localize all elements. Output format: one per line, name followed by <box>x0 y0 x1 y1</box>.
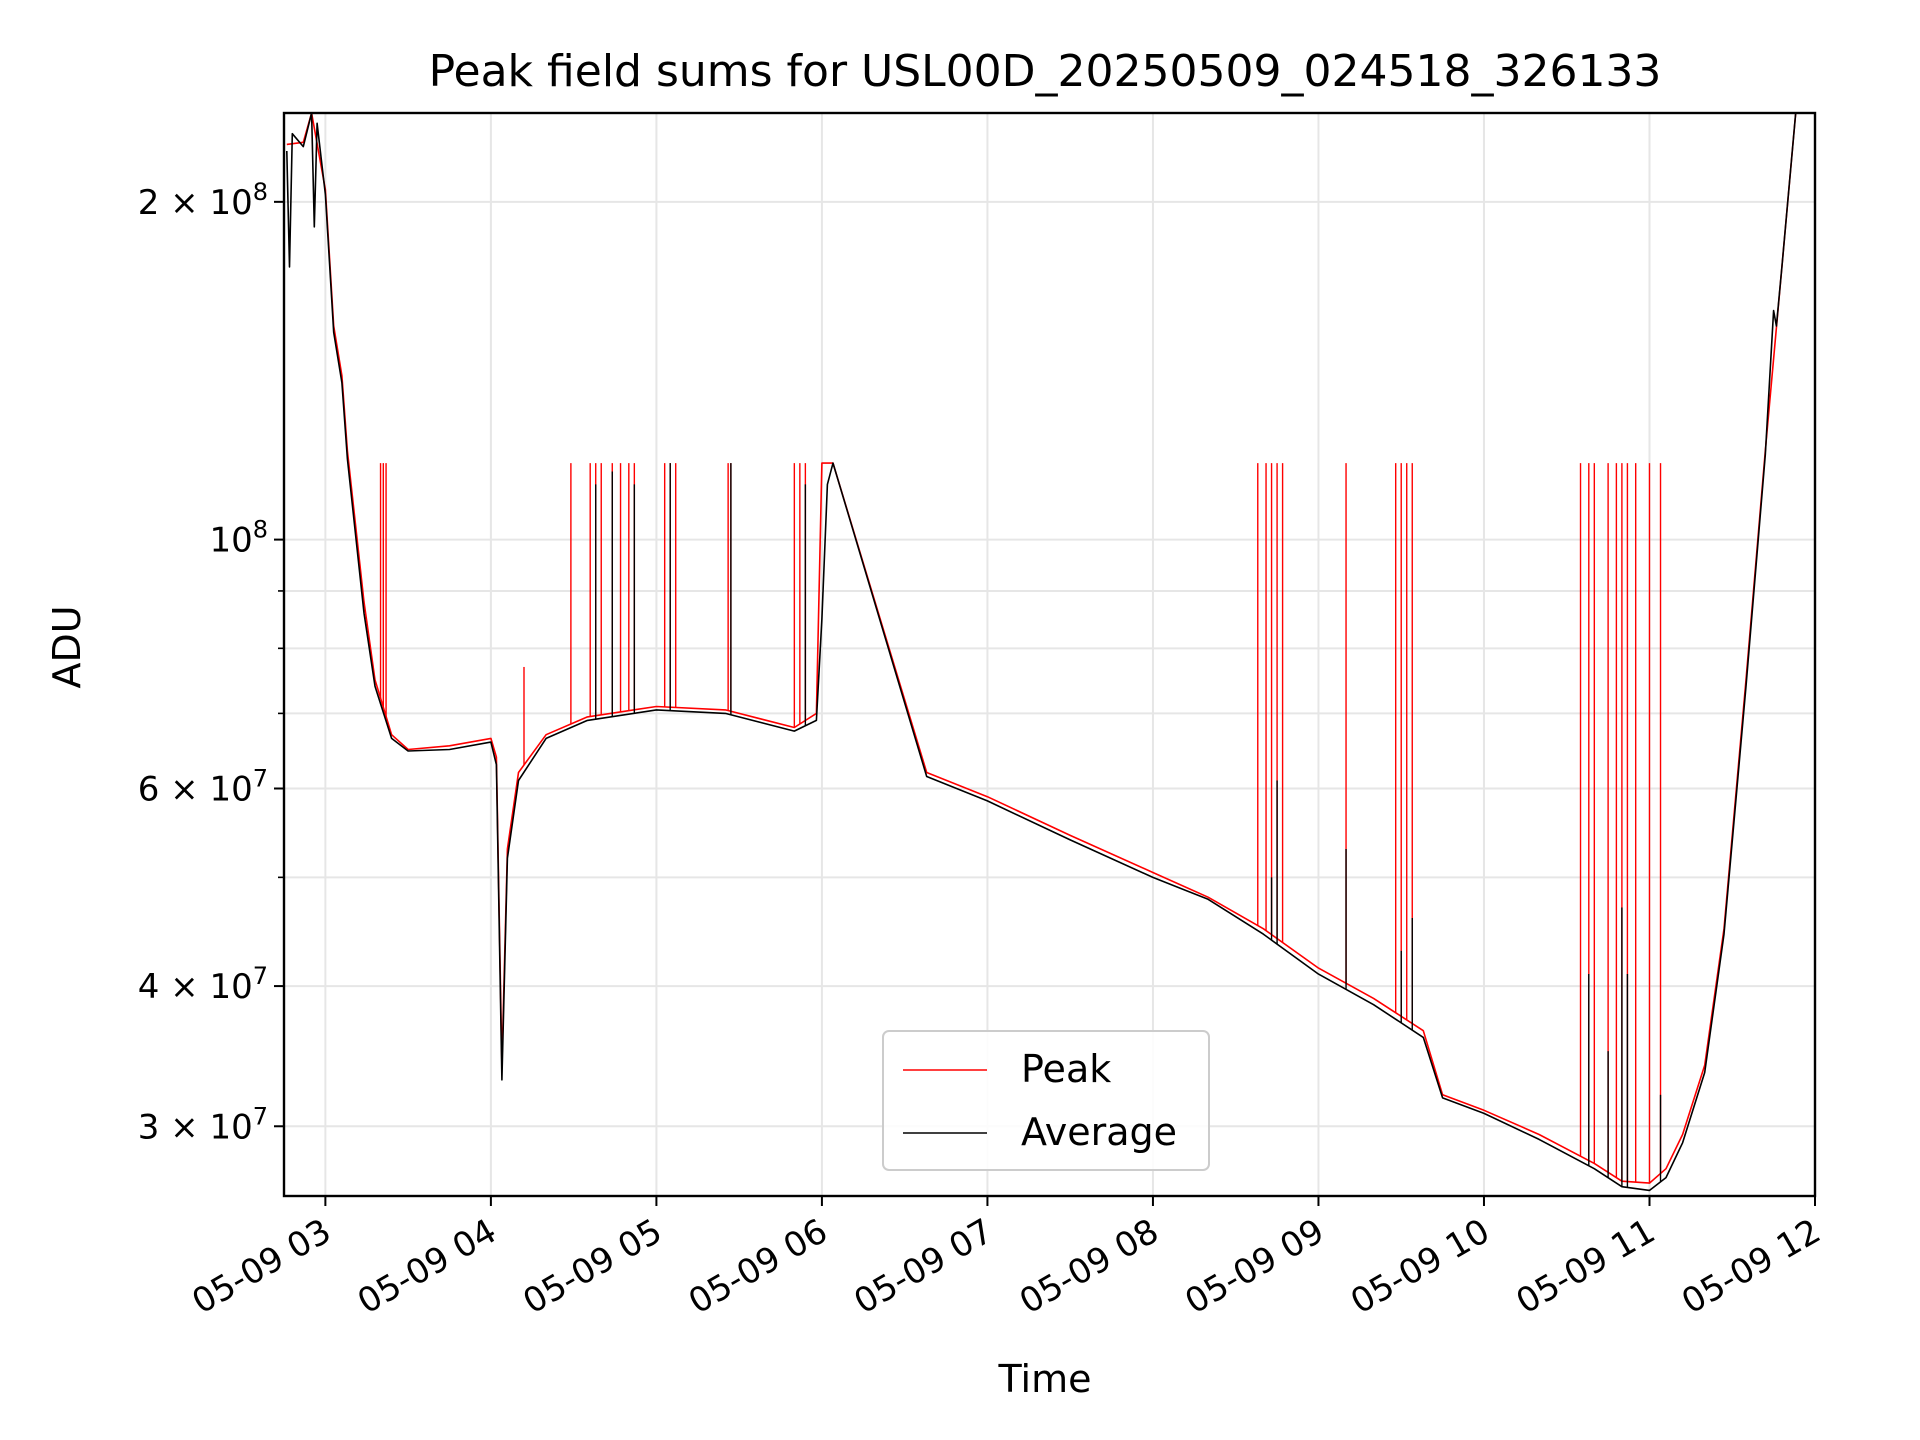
peak-series-line <box>286 113 1797 1184</box>
chart-title: Peak field sums for USL00D_20250509_0245… <box>429 46 1662 97</box>
y-axis-label: ADU <box>45 605 89 688</box>
legend-average-label: Average <box>1021 1110 1177 1154</box>
legend: Peak Average <box>882 1030 1210 1171</box>
series-layer <box>286 113 1797 1192</box>
plot-frame <box>282 111 1817 1198</box>
average-series-line <box>286 113 1797 1192</box>
y-tick-label: 3 × 107 <box>138 1102 268 1147</box>
y-tick-label: 4 × 107 <box>138 962 268 1007</box>
y-tick-label: 6 × 107 <box>138 765 268 810</box>
legend-box <box>882 1030 1210 1171</box>
x-axis-label: Time <box>998 1357 1092 1401</box>
legend-peak-label: Peak <box>1021 1047 1111 1091</box>
y-tick-label: 108 <box>209 516 268 561</box>
y-tick-label: 2 × 108 <box>138 178 268 223</box>
